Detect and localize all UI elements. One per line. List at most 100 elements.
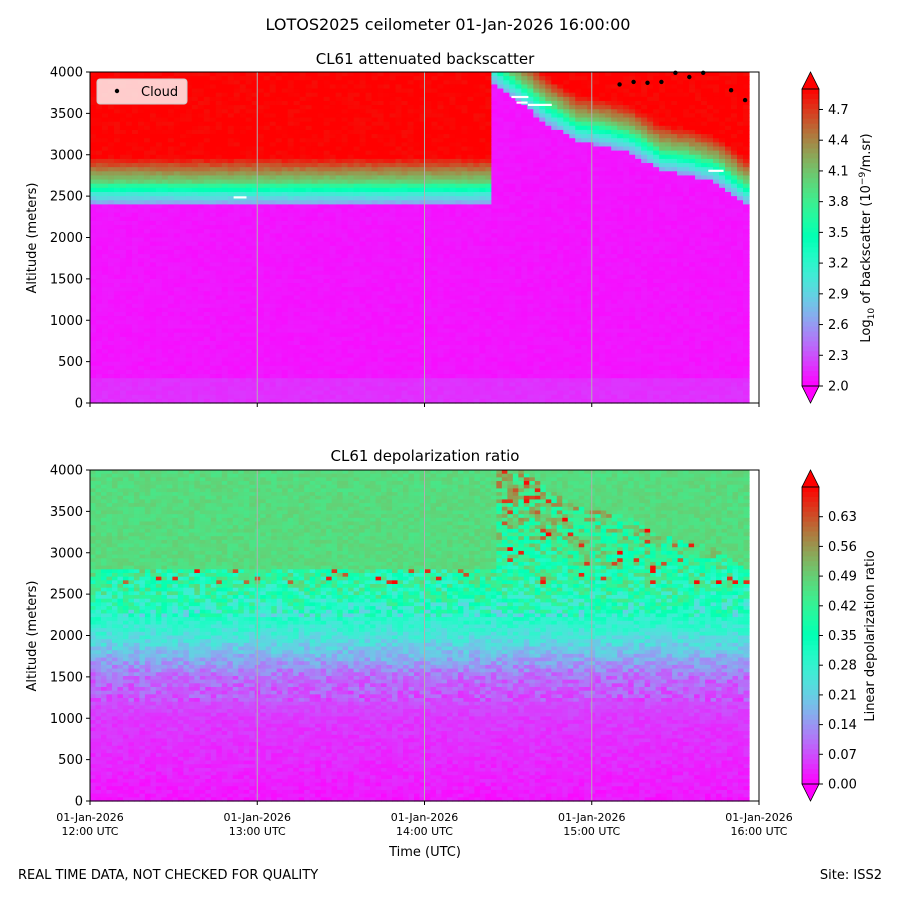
backscatter-cell <box>221 183 229 189</box>
backscatter-cell <box>389 320 397 325</box>
backscatter-cell <box>389 270 397 276</box>
backscatter-cell <box>251 324 259 330</box>
backscatter-cell <box>209 365 217 371</box>
backscatter-cell <box>191 324 199 330</box>
backscatter-cell <box>203 353 211 359</box>
backscatter-cell <box>90 328 97 334</box>
backscatter-cell <box>101 121 109 127</box>
backscatter-cell <box>167 163 175 168</box>
backscatter-cell <box>281 216 289 222</box>
backscatter-cell <box>185 179 193 185</box>
backscatter-cell <box>299 345 307 350</box>
backscatter-cell <box>215 179 223 185</box>
backscatter-cell <box>101 378 109 383</box>
backscatter-cell <box>191 291 199 297</box>
backscatter-cell <box>335 283 343 288</box>
backscatter-cell <box>209 88 217 94</box>
backscatter-cell <box>287 113 295 119</box>
backscatter-cell <box>407 121 415 127</box>
backscatter-cell <box>383 340 391 346</box>
backscatter-cell <box>287 278 295 284</box>
backscatter-cell <box>329 374 337 379</box>
backscatter-cell <box>119 129 127 135</box>
backscatter-cell <box>167 241 175 247</box>
backscatter-cell <box>275 237 283 243</box>
backscatter-cell <box>311 398 319 404</box>
backscatter-cell <box>299 361 307 367</box>
backscatter-cell <box>413 216 421 222</box>
backscatter-cell <box>347 303 355 309</box>
backscatter-cell <box>287 245 295 251</box>
backscatter-cell <box>143 146 151 152</box>
backscatter-cell <box>413 386 421 392</box>
backscatter-cell <box>179 361 187 367</box>
backscatter-cell <box>131 191 139 197</box>
backscatter-cell <box>269 394 277 400</box>
backscatter-cell <box>413 109 421 114</box>
backscatter-cell <box>90 80 97 86</box>
backscatter-cell <box>371 283 379 288</box>
backscatter-cell <box>221 365 229 371</box>
backscatter-cell <box>143 369 151 375</box>
backscatter-cell <box>455 187 463 193</box>
backscatter-cell <box>353 332 361 338</box>
backscatter-cell <box>305 175 313 181</box>
backscatter-cell <box>455 142 463 148</box>
backscatter-cell <box>371 324 379 330</box>
backscatter-cell <box>317 320 325 325</box>
backscatter-cell <box>119 179 127 185</box>
backscatter-cell <box>323 154 331 160</box>
backscatter-cell <box>161 340 169 346</box>
backscatter-cell <box>227 398 235 404</box>
backscatter-cell <box>353 171 361 177</box>
backscatter-cell <box>437 220 445 226</box>
backscatter-cell <box>125 258 133 263</box>
backscatter-cell <box>203 328 211 334</box>
backscatter-cell <box>311 163 319 168</box>
backscatter-cell <box>383 134 391 139</box>
backscatter-cell <box>227 394 235 400</box>
backscatter-cell <box>149 299 157 305</box>
backscatter-cell <box>173 398 181 404</box>
backscatter-cell <box>401 382 409 388</box>
backscatter-cell <box>221 369 229 375</box>
backscatter-cell <box>143 72 151 77</box>
backscatter-cell <box>197 212 205 218</box>
backscatter-cell <box>311 229 319 234</box>
backscatter-cell <box>395 117 403 123</box>
backscatter-cell <box>437 212 445 218</box>
backscatter-cell <box>275 84 283 90</box>
backscatter-cell <box>407 179 415 185</box>
backscatter-cell <box>143 361 151 367</box>
backscatter-cell <box>389 345 397 350</box>
backscatter-cell <box>323 105 331 110</box>
backscatter-cell <box>329 283 337 288</box>
backscatter-cell <box>353 146 361 152</box>
backscatter-cell <box>221 254 229 259</box>
backscatter-cell <box>197 142 205 148</box>
backscatter-cell <box>365 382 373 388</box>
backscatter-cell <box>455 216 463 222</box>
backscatter-cell <box>281 109 289 114</box>
backscatter-cell <box>389 121 397 127</box>
backscatter-cell <box>275 320 283 325</box>
backscatter-cell <box>125 349 133 354</box>
backscatter-cell <box>215 270 223 276</box>
backscatter-cell <box>305 187 313 193</box>
backscatter-cell <box>293 382 301 388</box>
backscatter-cell <box>275 336 283 342</box>
backscatter-cell <box>365 245 373 251</box>
backscatter-cell <box>293 374 301 379</box>
backscatter-cell <box>323 349 331 354</box>
backscatter-cell <box>377 336 385 342</box>
backscatter-cell <box>197 394 205 400</box>
backscatter-cell <box>419 311 427 317</box>
backscatter-cell <box>90 200 97 205</box>
backscatter-cell <box>437 117 445 123</box>
backscatter-cell <box>449 129 457 135</box>
backscatter-cell <box>329 204 337 210</box>
backscatter-cell <box>131 374 139 379</box>
backscatter-cell <box>197 278 205 284</box>
backscatter-cell <box>251 357 259 363</box>
backscatter-cell <box>215 249 223 255</box>
